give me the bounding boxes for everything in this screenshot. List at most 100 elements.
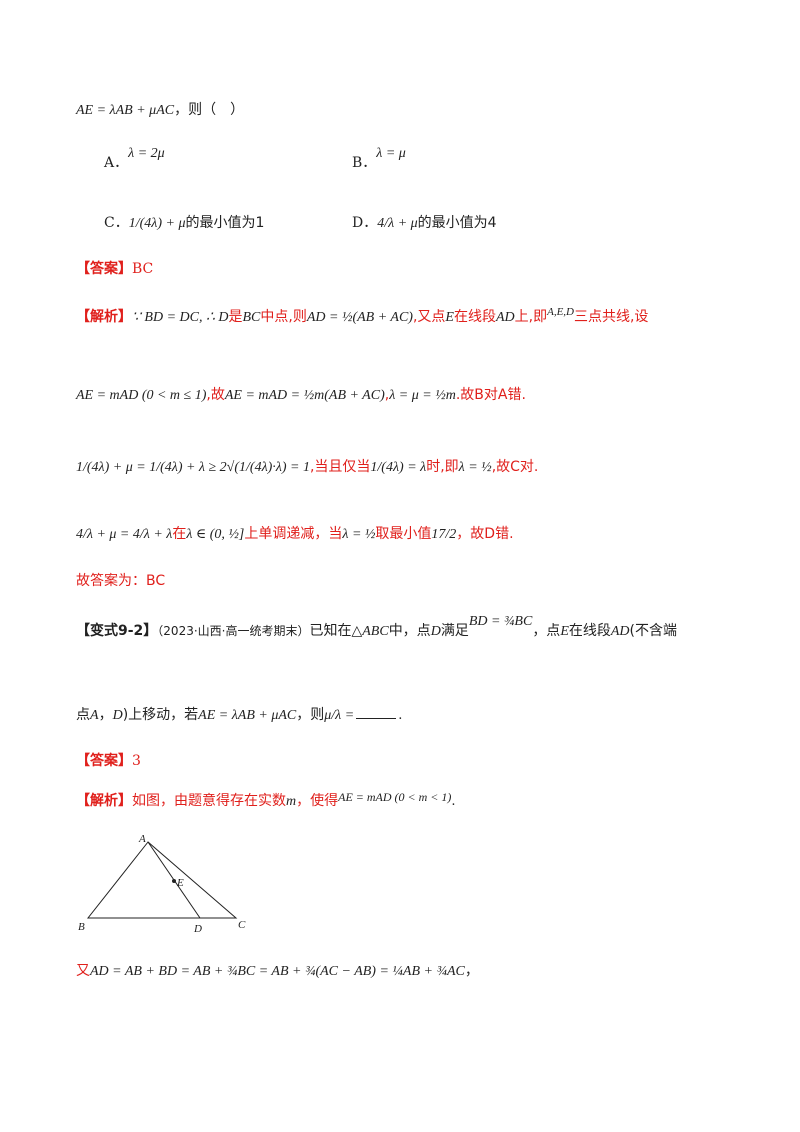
option-c: C．1/(4λ) + μ的最小值为1 xyxy=(104,212,264,235)
text: , xyxy=(384,387,390,403)
text: 满足 xyxy=(440,623,469,639)
text: 如图，由题意得存在实数 xyxy=(132,793,286,809)
text: 中，点 xyxy=(388,623,431,639)
label-b: B xyxy=(78,921,85,933)
analysis-1-tag: 【解析】 xyxy=(76,309,132,325)
answer-1: 【答案】BC xyxy=(76,258,153,280)
option-d-text: 的最小值为4 xyxy=(417,215,497,231)
option-a: A．λ = 2μ xyxy=(104,146,165,175)
math: AD xyxy=(610,624,630,639)
text: 点 xyxy=(76,707,90,723)
variant-source: （2023·山西·高一统考期末） xyxy=(157,624,310,638)
analysis-1-line-4: 4/λ + μ = 4/λ + λ在λ ∈ (0, ½]上单调递减，当λ = ½… xyxy=(76,523,514,546)
text: 上单调递减，当 xyxy=(244,526,343,542)
math: μ/λ = xyxy=(324,708,355,723)
option-d: D．4/λ + μ的最小值为4 xyxy=(352,212,497,235)
text: 在线段 xyxy=(568,623,611,639)
math: λ ∈ (0, ½] xyxy=(186,527,245,542)
text: 中点,则 xyxy=(260,309,307,325)
stem-formula: AE = λAB + μAC xyxy=(76,103,175,118)
text: 在 xyxy=(172,526,187,542)
text: ，点 xyxy=(532,623,561,639)
math: λ = ½ xyxy=(458,460,492,475)
blank-line xyxy=(356,718,397,719)
text: . xyxy=(398,708,403,723)
text: ， xyxy=(98,707,113,723)
label-d: D xyxy=(193,923,202,935)
math: BC xyxy=(242,310,261,325)
final-answer-1: 故答案为：BC xyxy=(76,573,166,589)
option-d-formula: 4/λ + μ xyxy=(377,216,418,231)
text: )上移动，若 xyxy=(122,707,199,723)
text: .故B对A错. xyxy=(455,387,526,403)
math: AE = mAD (0 < m < 1) xyxy=(338,790,452,804)
text: 又 xyxy=(76,963,90,979)
math: E xyxy=(560,624,569,639)
math: λ = ½ xyxy=(342,527,376,542)
triangle-abc xyxy=(86,841,238,919)
analysis-1-line-2: AE = mAD (0 < m ≤ 1),故AE = mAD = ½m(AB +… xyxy=(76,384,526,407)
text: ，故D错. xyxy=(456,526,514,542)
text: (不含端 xyxy=(629,623,678,639)
option-c-label: C． xyxy=(104,215,129,231)
option-b-label: B． xyxy=(352,155,377,171)
option-c-formula: 1/(4λ) + μ xyxy=(128,216,186,231)
math: D xyxy=(430,624,441,639)
math: m xyxy=(286,794,297,809)
option-a-label: A． xyxy=(104,155,129,171)
option-a-formula: λ = 2μ xyxy=(128,146,165,161)
variant-line-2: 点A，D)上移动，若AE = λAB + μAC，则μ/λ =. xyxy=(76,704,402,727)
math: E xyxy=(445,310,454,325)
math: ∵ BD = DC, ∴ D xyxy=(132,310,229,325)
answer-2-value: 3 xyxy=(132,753,141,769)
math: △ABC xyxy=(351,624,389,639)
text: ,又点 xyxy=(412,309,446,325)
question-stem: AE = λAB + μAC，则（ ） xyxy=(76,99,244,122)
analysis-1-line-1: 【解析】∵ BD = DC, ∴ D是BC中点,则AD = ½(AB + AC)… xyxy=(76,306,648,329)
variant-tag: 【变式9-2】 xyxy=(76,623,158,639)
math: AE = λAB + μAC xyxy=(198,708,297,723)
answer-1-tag: 【答案】 xyxy=(76,261,132,277)
answer-2-tag: 【答案】 xyxy=(76,753,132,769)
triangle-figure: A B C D E xyxy=(78,833,246,935)
text: 是 xyxy=(228,309,243,325)
math: D xyxy=(112,708,123,723)
math: 1/(4λ) = λ xyxy=(370,460,427,475)
option-b-formula: λ = μ xyxy=(376,146,406,161)
math: A,E,D xyxy=(547,306,574,318)
answer-2: 【答案】3 xyxy=(76,750,141,772)
text: 时,即 xyxy=(426,459,459,475)
option-b: B．λ = μ xyxy=(352,146,406,175)
math: 17/2 xyxy=(431,527,457,542)
text: ,故 xyxy=(206,387,225,403)
text: ,故C对. xyxy=(491,459,539,475)
text: . xyxy=(451,794,456,809)
point-e xyxy=(172,879,176,883)
text: ，使得 xyxy=(296,793,339,809)
analysis-2-line: 【解析】如图，由题意得存在实数m，使得AE = mAD (0 < m < 1). xyxy=(76,790,456,813)
text: 已知在 xyxy=(309,623,352,639)
math: 1/(4λ) + μ = 1/(4λ) + λ ≥ 2√(1/(4λ)·λ) =… xyxy=(76,460,310,475)
text: 在线段 xyxy=(453,309,496,325)
math: 4/λ + μ = 4/λ + λ xyxy=(76,527,173,542)
math: λ = μ = ½m xyxy=(389,388,456,403)
text: 上,即 xyxy=(514,309,548,325)
analysis-2-tag: 【解析】 xyxy=(76,793,132,809)
option-d-label: D． xyxy=(352,215,378,231)
math: AD = AB + BD = AB + ¾BC = AB + ¾(AC − AB… xyxy=(90,964,465,979)
text: 三点共线,设 xyxy=(573,309,649,325)
text: ，则 xyxy=(296,707,325,723)
text: ,当且仅当 xyxy=(309,459,371,475)
answer-1-value: BC xyxy=(132,261,154,277)
stem-text: ，则（ ） xyxy=(174,102,245,118)
math: AE = mAD = ½m(AB + AC) xyxy=(224,388,385,403)
math: AE = mAD (0 < m ≤ 1) xyxy=(76,388,207,403)
label-a: A xyxy=(138,833,146,845)
label-c: C xyxy=(238,919,246,931)
text: 取最小值 xyxy=(375,526,432,542)
math: AD = ½(AB + AC) xyxy=(306,310,413,325)
variant-line-1: 【变式9-2】（2023·山西·高一统考期末）已知在△ABC中，点D满足BD =… xyxy=(76,614,678,643)
text: ， xyxy=(464,963,479,979)
analysis-1-line-3: 1/(4λ) + μ = 1/(4λ) + λ ≥ 2√(1/(4λ)·λ) =… xyxy=(76,456,538,479)
math: A xyxy=(90,708,99,723)
